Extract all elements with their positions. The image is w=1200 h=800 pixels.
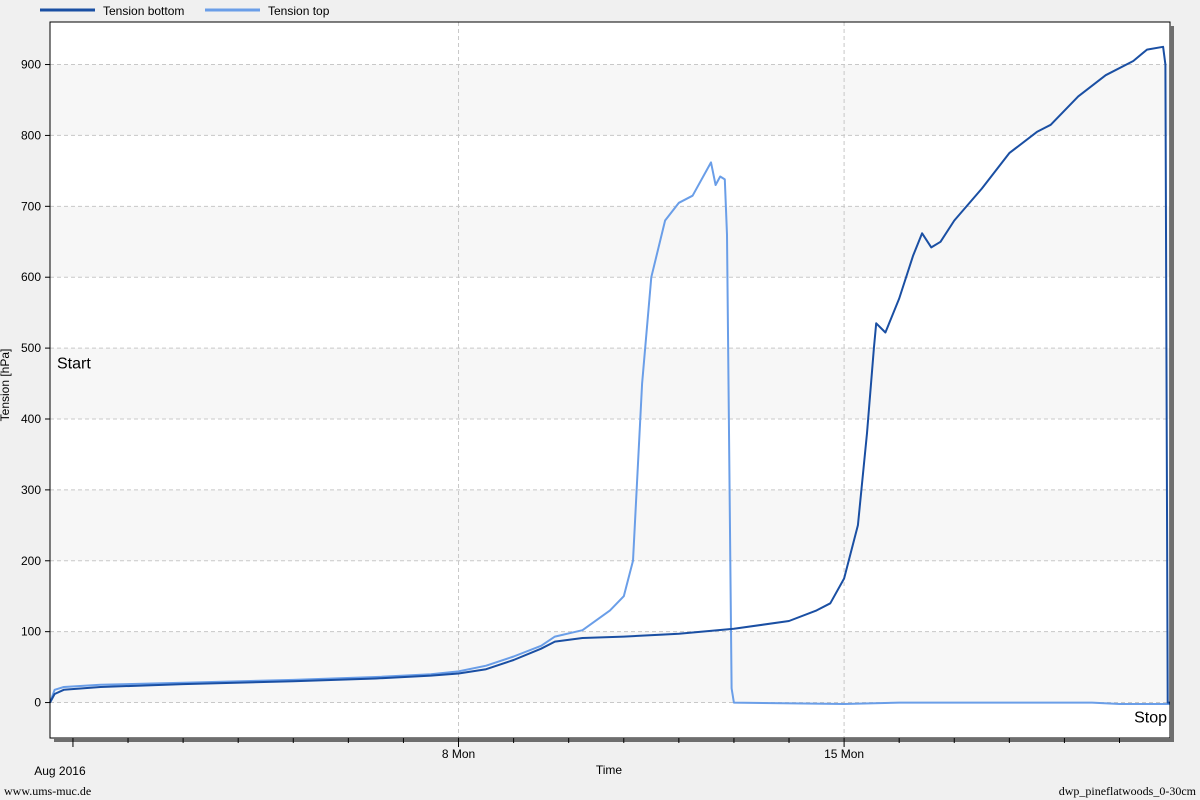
grid	[50, 22, 1170, 738]
plot-band	[50, 206, 1170, 278]
legend-label: Tension top	[268, 4, 330, 18]
x-tick-label: Aug 2016	[34, 764, 86, 778]
plot-bands	[50, 22, 1170, 738]
y-tick-label: 900	[21, 58, 41, 72]
y-tick-label: 100	[21, 625, 41, 639]
y-tick-label: 800	[21, 128, 41, 142]
frame-shadow-right	[1170, 26, 1174, 742]
legend-label: Tension bottom	[103, 4, 184, 18]
y-axis-label: Tension [hPa]	[0, 349, 12, 422]
annotations: Start Stop	[57, 355, 1167, 726]
footer-left: www.ums-muc.de	[4, 784, 91, 798]
y-tick-label: 300	[21, 483, 41, 497]
legend: Tension bottom Tension top	[40, 4, 330, 18]
y-tick-label: 700	[21, 199, 41, 213]
x-axis-label: Time	[596, 763, 623, 777]
x-tick-label: 8 Mon	[442, 747, 475, 761]
annotation-start: Start	[57, 355, 91, 372]
y-tick-label: 200	[21, 554, 41, 568]
annotation-stop: Stop	[1134, 710, 1167, 727]
y-tick-label: 400	[21, 412, 41, 426]
frame-shadow-bottom	[54, 738, 1174, 742]
series-line-tension-bottom	[49, 45, 1170, 704]
y-tick-label: 0	[34, 696, 41, 710]
plot-band	[50, 64, 1170, 136]
axes: 0 100 200 300 400 500 600 700 800 900 Aug 2016 8 Mo…	[21, 21, 1174, 778]
plot-band	[50, 348, 1170, 419]
plot-band	[50, 489, 1170, 561]
y-tick-label: 500	[21, 341, 41, 355]
series-layer	[49, 45, 1170, 705]
footer-right: dwp_pineflatwoods_0-30cm	[1059, 784, 1197, 798]
series-line-tension-top	[49, 161, 1170, 705]
x-tick-label: 15 Mon	[824, 747, 864, 761]
y-tick-label: 600	[21, 270, 41, 284]
plot-band	[50, 631, 1170, 703]
